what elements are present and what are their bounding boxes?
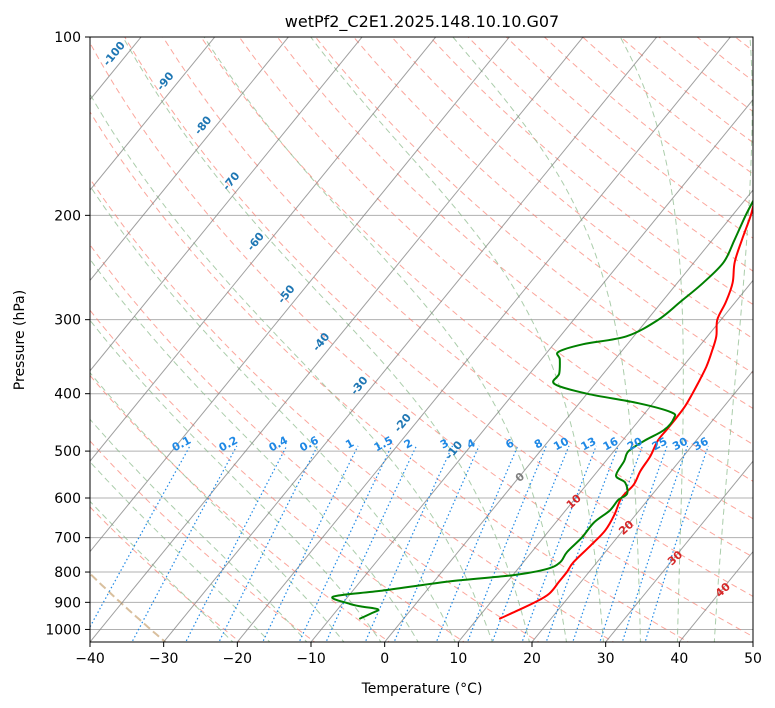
isotherm-line <box>310 98 753 642</box>
mixing-ratio-line <box>572 445 644 642</box>
y-tick-label: 900 <box>54 595 81 611</box>
dry-adiabat-line <box>90 178 615 642</box>
moist-adiabat-line <box>713 37 753 642</box>
y-tick-label: 800 <box>54 565 81 581</box>
x-tick-label: 20 <box>523 651 541 667</box>
moist-adiabat-line <box>90 500 234 642</box>
plot-area <box>90 37 753 642</box>
x-tick-label: −40 <box>75 651 105 667</box>
mixing-ratio-line <box>325 445 417 642</box>
moist-adiabat-line <box>90 93 493 642</box>
isotherm-line <box>90 37 437 463</box>
x-tick-label: 0 <box>380 651 389 667</box>
y-tick-label: 100 <box>54 30 81 46</box>
isotherm-line <box>90 37 216 191</box>
x-axis: −40 −30 −20 −10 0 10 20 30 40 50 <box>75 642 762 667</box>
dry-adiabat-line <box>315 37 753 410</box>
isotherm-line <box>457 279 753 642</box>
mixing-ratio-line <box>599 445 668 642</box>
x-tick-label: 30 <box>597 651 615 667</box>
profiles <box>331 199 753 620</box>
x-tick-label: 50 <box>744 651 762 667</box>
isotherm-line <box>90 37 511 553</box>
moist-adiabat-line <box>90 258 419 642</box>
isotherm-line <box>531 370 753 642</box>
y-tick-label: 600 <box>54 491 81 507</box>
tan-dashed-curve <box>90 572 167 642</box>
mixing-ratio-line <box>545 445 619 642</box>
dewpoint-profile <box>331 199 753 620</box>
y-axis-label: Pressure (hPa) <box>12 290 28 390</box>
y-tick-label: 1000 <box>45 622 81 638</box>
moist-adiabat-line <box>452 37 641 642</box>
mixing-ratio-line <box>262 445 359 642</box>
isotherm-line <box>163 37 658 642</box>
x-tick-label: −10 <box>296 651 326 667</box>
temperature-profile <box>498 202 753 620</box>
isotherm-line <box>90 37 290 282</box>
moist-adiabat-line <box>310 37 605 642</box>
mixing-ratio-label: 20 <box>625 435 645 454</box>
y-tick-label: 400 <box>54 387 81 403</box>
chart-title: wetPf2_C2E1.2025.148.10.10.G07 <box>285 12 559 32</box>
mixing-ratio-label: 13 <box>579 435 599 454</box>
mixing-ratio-line <box>131 445 238 642</box>
mixing-ratio-label: 16 <box>601 435 621 454</box>
y-tick-label: 700 <box>54 531 81 547</box>
mixing-ratio-label: 25 <box>650 435 670 454</box>
x-tick-label: 10 <box>449 651 467 667</box>
mixing-ratio-line <box>466 445 547 642</box>
dry-adiabat-line <box>90 110 690 642</box>
x-tick-label: −20 <box>223 651 253 667</box>
isotherm-line <box>90 37 363 372</box>
mixing-ratio-line <box>298 445 393 642</box>
dry-adiabat-line <box>353 37 753 374</box>
y-tick-label: 200 <box>54 208 81 224</box>
mixing-ratio-label: 36 <box>691 435 711 454</box>
y-tick-label: 300 <box>54 313 81 329</box>
x-tick-label: −30 <box>149 651 179 667</box>
dry-adiabat-line <box>238 37 753 482</box>
x-tick-label: 40 <box>670 651 688 667</box>
y-axis: 1000 900 800 700 600 500 400 300 200 100 <box>45 30 90 638</box>
isotherm-line <box>236 37 732 642</box>
mixing-ratio-line <box>435 445 519 642</box>
mixing-ratio-label: 10 <box>551 435 571 454</box>
plot-frame <box>89 36 754 643</box>
isotherm-line <box>605 460 753 642</box>
dry-adiabat-line <box>90 374 391 642</box>
mixing-ratio-line <box>644 445 709 642</box>
dry-adiabat-line <box>90 309 466 642</box>
y-tick-label: 500 <box>54 444 81 460</box>
dry-adiabat-line <box>276 37 753 446</box>
mixing-ratio-line <box>621 445 689 642</box>
x-axis-label: Temperature (°C) <box>361 681 483 697</box>
background-lines <box>90 37 753 642</box>
moist-adiabat-line <box>90 418 308 642</box>
mixing-ratio-label: 30 <box>670 435 690 454</box>
isotherm-line <box>90 37 584 642</box>
moist-adiabat-line <box>122 37 530 642</box>
